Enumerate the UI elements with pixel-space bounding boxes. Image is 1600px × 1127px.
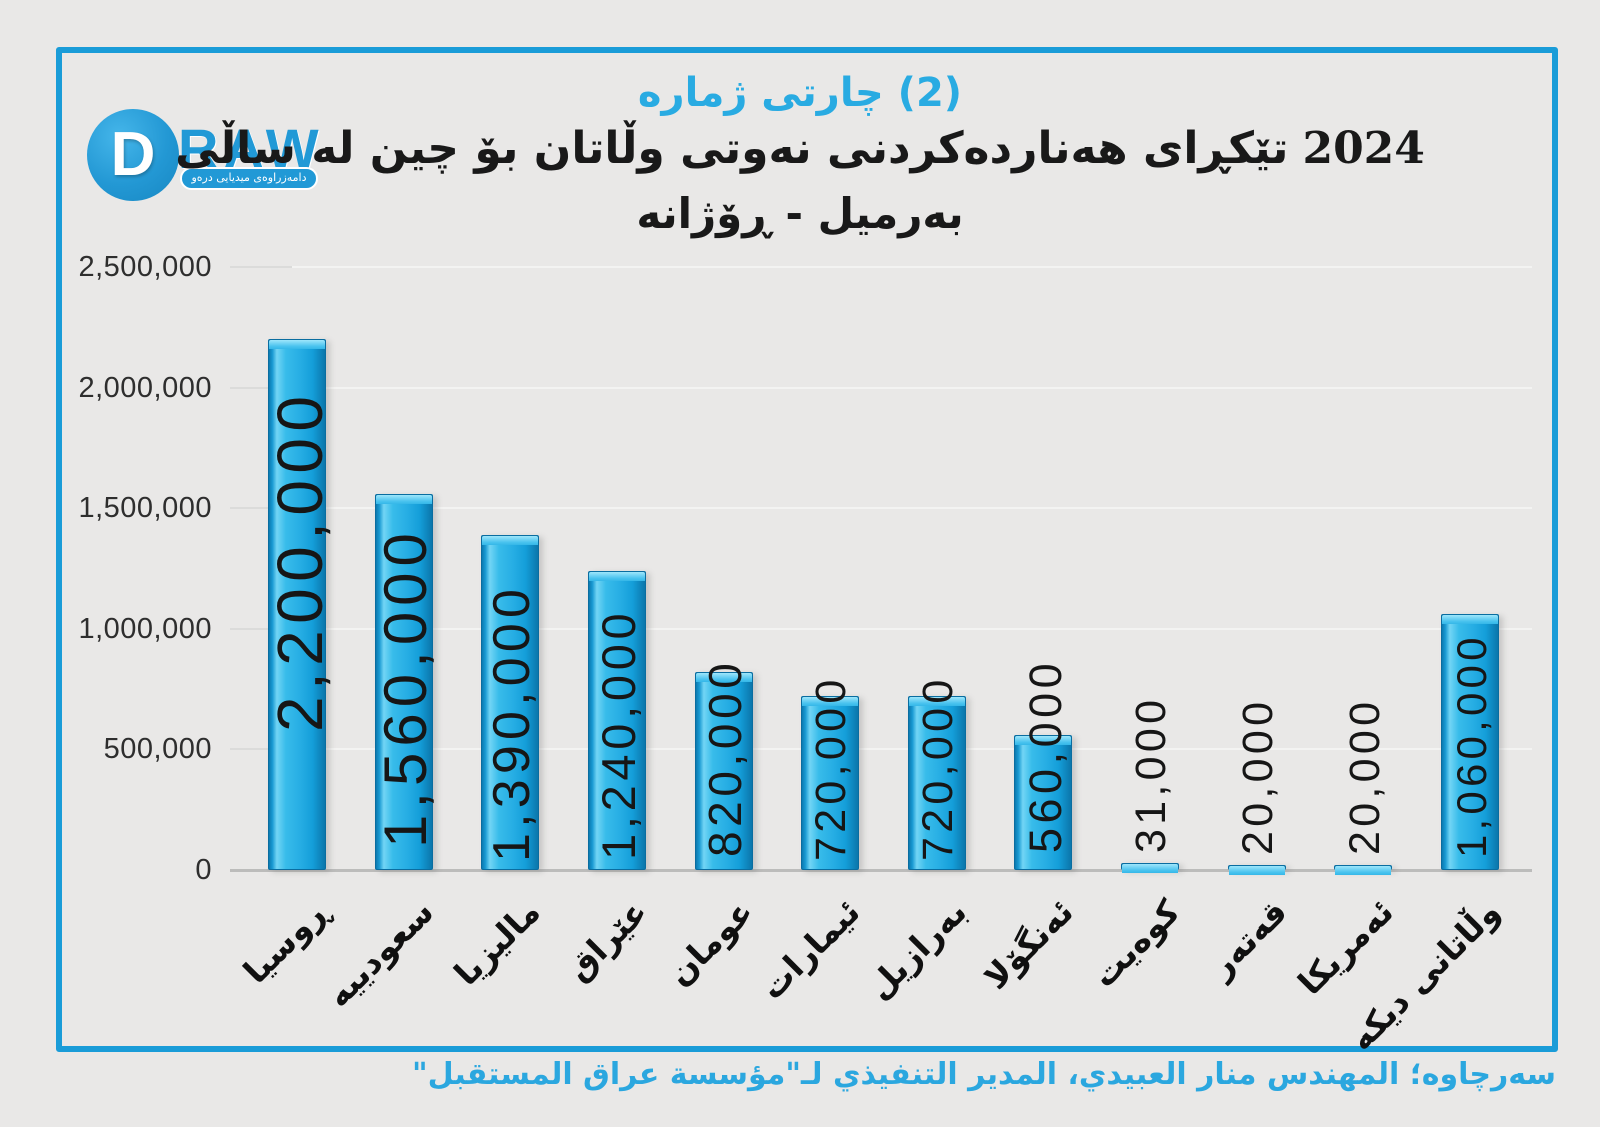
bar [1121,863,1180,873]
gridline [230,266,1532,268]
y-axis-tick [230,386,292,389]
bar-value-label: 560,000 [1020,658,1071,853]
bar-value-label: 2,200,000 [264,389,336,732]
chart-subtitle-year: 2024 [1302,123,1425,174]
chart-subtitle: تێکڕای هەناردەکردنی نەوتی وڵاتان بۆ چین … [0,120,1600,177]
bar-value-label: 31,000 [1127,695,1175,853]
bar-value-label: 720,000 [914,675,962,861]
y-axis-tick [230,748,292,751]
draw-logo-initial: D [110,120,156,189]
bar-value-label: 20,000 [1341,697,1389,855]
y-axis-tick [230,627,292,630]
gridline [230,748,1532,751]
gridline [230,627,1532,630]
gridline [230,386,1532,389]
bar [1441,614,1500,870]
draw-logo-tagline: دامەزراوەی میدیایی درەو [180,167,318,190]
bar-value-label: 1,560,000 [372,527,439,848]
chart-title: چارتی ژمارە (2) [0,68,1600,118]
bar [907,696,966,870]
chart-unit-label: بەرمیل - ڕۆژانە [636,189,964,238]
bar [268,339,326,870]
y-axis-tick-label: 1,500,000 [78,492,212,525]
y-axis-tick-label: 2,000,000 [78,371,212,404]
bar-value-label: 20,000 [1234,697,1282,855]
bar [1014,735,1073,870]
x-axis-line [230,869,1532,872]
bar [694,672,753,870]
chart-title-number: (2) [897,70,963,116]
gridline [230,507,1532,510]
bar [587,571,646,870]
chart-title-text: چارتی ژمارە [637,70,884,116]
bar [481,535,540,870]
bar [374,494,433,870]
bar-value-label: 720,000 [807,675,855,861]
bar-value-label: 820,000 [699,658,751,857]
y-axis-tick-label: 500,000 [103,733,212,766]
bar [1227,865,1286,875]
y-axis-tick-label: 2,500,000 [78,251,212,283]
source-caption: سەرچاوە؛ المهندس منار العبيدي، المدير ال… [411,1057,1556,1092]
y-axis-tick [230,266,292,268]
y-axis-tick-label: 1,000,000 [78,612,212,645]
chart-frame [56,47,1558,1052]
bar-value-label: 1,240,000 [592,608,645,860]
bar [801,696,860,870]
bar-value-label: 1,390,000 [483,583,541,862]
y-axis-tick [230,507,292,510]
bar-value-label: 1,060,000 [1448,633,1495,858]
draw-logo: D RAW دامەزراوەی میدیایی درەو [84,104,324,204]
draw-logo-circle-icon: D [87,109,179,201]
y-axis-tick-label: 0 [195,854,212,886]
chart-subtitle-text: تێکڕای هەناردەکردنی نەوتی وڵاتان بۆ چین … [175,123,1289,174]
bar [1334,865,1393,875]
